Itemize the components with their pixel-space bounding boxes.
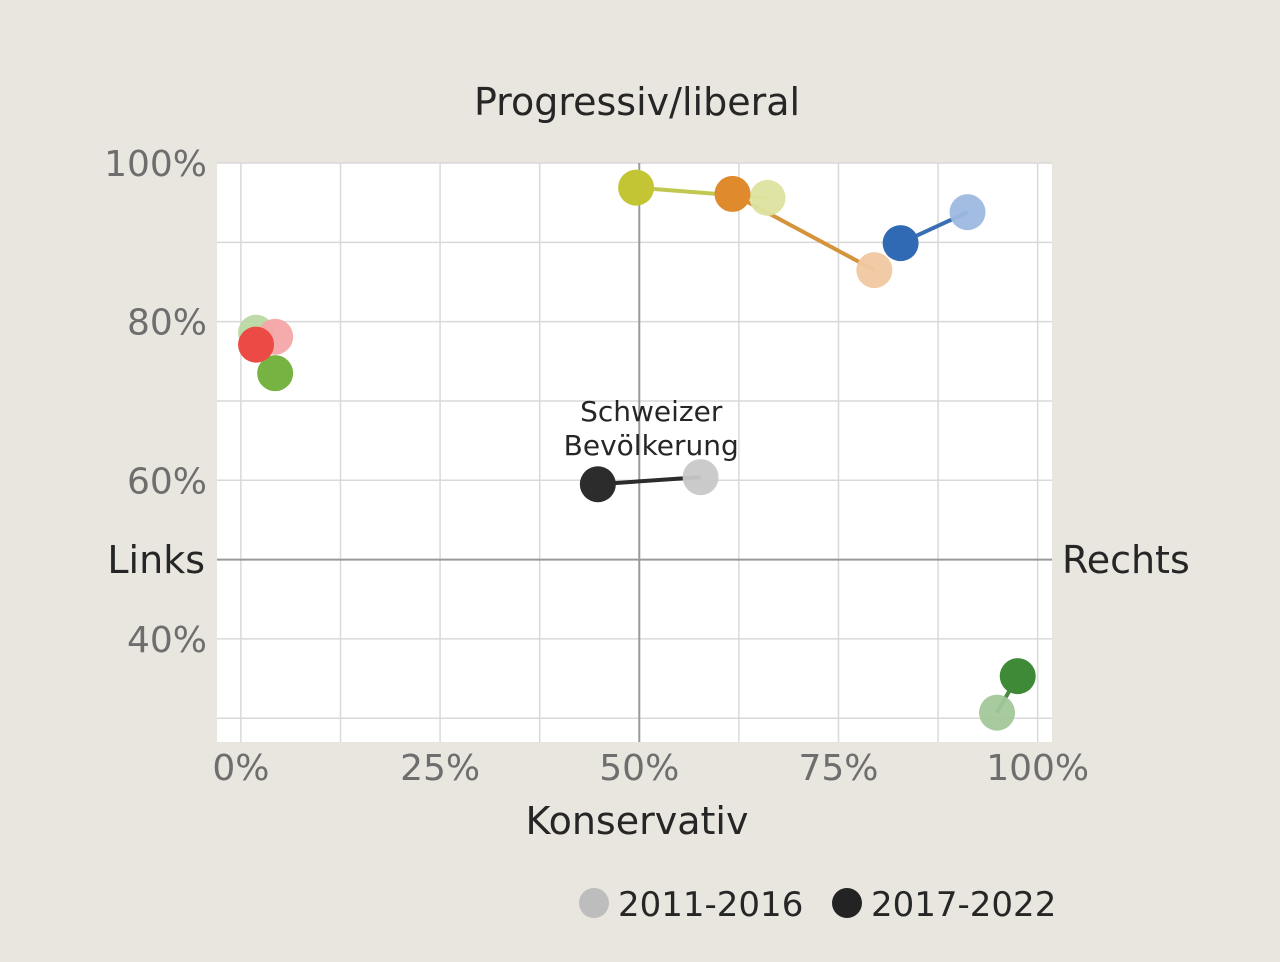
y-tick-label: 80%: [127, 303, 207, 344]
x-axis-ticks: 0% 25% 50% 75% 100%: [212, 748, 1089, 789]
legend-marker: [832, 888, 862, 918]
point-2017-mitte: [714, 175, 751, 212]
chart-title: Progressiv/liberal: [474, 80, 800, 124]
point-2017-svp: [999, 658, 1036, 695]
data-points: [238, 169, 1036, 731]
x-axis-label: Konservativ: [526, 799, 749, 843]
y-tick-label: 40%: [127, 620, 207, 661]
annotation-line: Schweizer: [580, 395, 723, 428]
legend-label: 2017-2022: [871, 885, 1056, 925]
legend-marker: [579, 888, 609, 918]
left-label: Links: [107, 538, 205, 582]
axis-midlines: [217, 163, 1052, 742]
point-2017-schweizer-bev-lkerung: [579, 466, 616, 503]
point-2011-svp: [979, 694, 1016, 731]
x-tick-label: 75%: [798, 748, 878, 789]
x-tick-label: 100%: [986, 748, 1089, 789]
legend-label: 2011-2016: [618, 885, 803, 925]
point-2017-glp: [618, 169, 655, 206]
right-label: Rechts: [1062, 538, 1190, 582]
y-axis-ticks: 40% 60% 80% 100%: [104, 144, 207, 661]
x-tick-label: 50%: [599, 748, 679, 789]
y-tick-label: 60%: [127, 461, 207, 502]
point-2017-fdp: [882, 225, 919, 262]
point-2011-schweizer-bev-lkerung: [682, 459, 719, 496]
grid-lines: [217, 162, 1052, 742]
plot-area: [217, 163, 1052, 742]
point-2011-mitte: [856, 252, 893, 289]
legend: 2011-2016 2017-2022: [579, 885, 1056, 925]
point-2011-glp: [749, 179, 786, 216]
y-tick-label: 100%: [104, 144, 207, 185]
x-tick-label: 0%: [212, 748, 269, 789]
point-2011-fdp: [949, 194, 986, 231]
point-2017-gr-ne: [257, 355, 294, 392]
annotation-line: Bevölkerung: [564, 429, 739, 462]
x-tick-label: 25%: [400, 748, 480, 789]
point-2017-sp: [238, 326, 275, 363]
